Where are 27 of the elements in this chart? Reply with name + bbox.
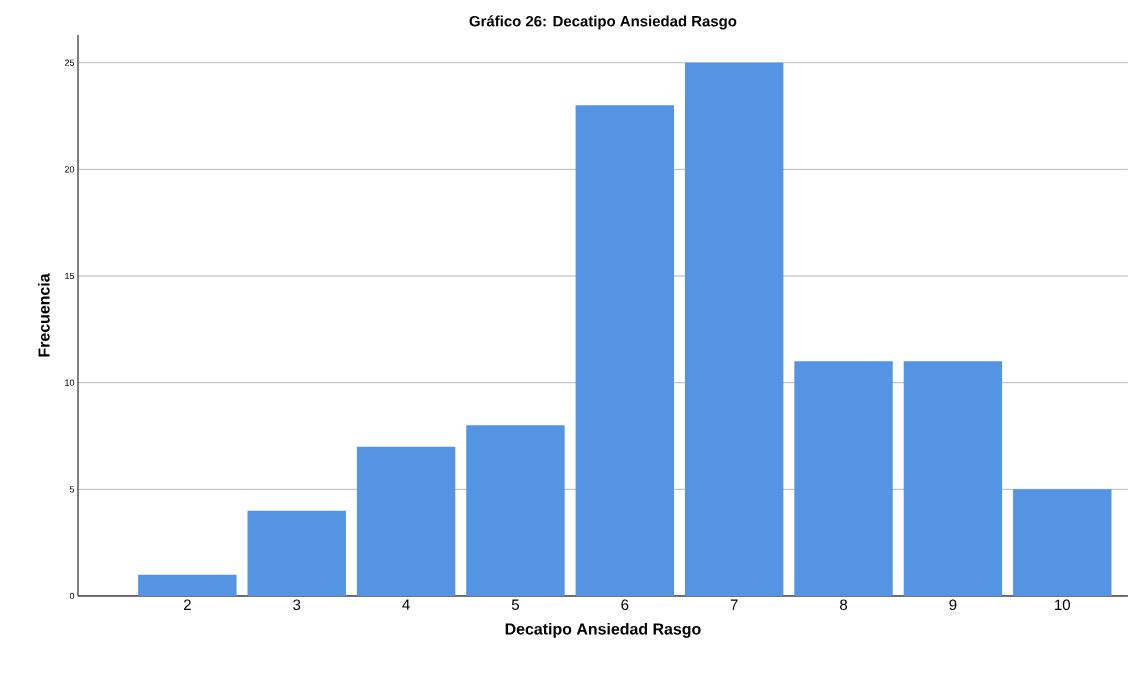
y-tick-label: 0	[69, 592, 75, 600]
x-tick-label: 3	[293, 599, 301, 611]
x-tick-label: 10	[1055, 599, 1070, 611]
bar	[247, 510, 346, 596]
x-tick-label: 2	[183, 599, 191, 610]
x-tick-label: 6	[621, 599, 629, 611]
y-tick-label: 10	[65, 379, 75, 386]
bar	[466, 425, 565, 596]
bar	[903, 361, 1003, 596]
x-axis-title: Decatipo Ansiedad Rasgo	[505, 622, 701, 638]
chart-title: Gráfico 26: Decatipo Ansiedad Rasgo	[469, 15, 737, 30]
y-tick-label: 25	[64, 59, 75, 66]
x-tick-label: 7	[730, 599, 738, 610]
y-axis-title: Frecuencia	[37, 273, 50, 357]
x-tick-label: 5	[511, 599, 519, 610]
bar	[356, 446, 456, 596]
y-tick-label: 15	[65, 272, 75, 280]
bar	[138, 574, 237, 596]
x-tick-label: 8	[840, 599, 848, 611]
bar	[1013, 489, 1112, 596]
y-tick-label: 5	[69, 486, 75, 493]
x-tick-label: 4	[402, 599, 410, 610]
bar	[794, 361, 893, 596]
x-tick-label: 9	[949, 599, 957, 611]
y-tick-label: 20	[64, 166, 75, 173]
bar	[684, 62, 784, 596]
bar	[575, 105, 675, 596]
